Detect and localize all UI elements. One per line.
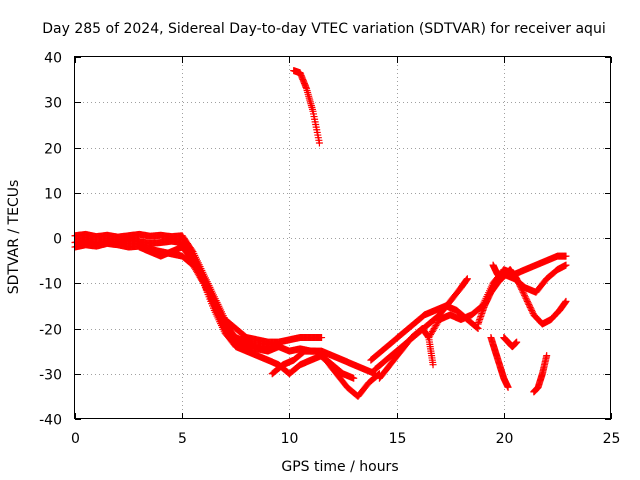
y-tick-label: -40	[39, 413, 62, 429]
data-point	[315, 139, 323, 147]
data-point	[350, 374, 358, 382]
data-point	[515, 279, 523, 287]
data-point	[518, 285, 526, 293]
data-point	[543, 352, 551, 360]
data-point	[518, 287, 526, 295]
data-point	[527, 305, 535, 313]
y-tick-label: -30	[39, 368, 62, 384]
data-point	[526, 302, 534, 310]
y-tick-label: 0	[53, 232, 62, 248]
series-track-f	[290, 67, 323, 147]
data-point	[562, 297, 570, 305]
data-point	[520, 290, 528, 298]
data-point	[525, 300, 533, 308]
x-axis-title: GPS time / hours	[281, 459, 398, 475]
data-point	[521, 291, 529, 299]
x-tick-label: 0	[71, 431, 80, 447]
series-track-l	[489, 261, 570, 328]
y-axis-title: SDTVAR / TECUs	[6, 180, 22, 295]
data-point	[514, 278, 522, 286]
data-point	[523, 297, 531, 305]
x-tick-label: 5	[178, 431, 187, 447]
data-point	[523, 296, 531, 304]
series-track-n	[500, 334, 521, 351]
data-point	[517, 284, 525, 292]
data-point	[524, 299, 532, 307]
plot-frame	[74, 56, 611, 419]
series-track-k	[474, 261, 570, 328]
data-point	[562, 252, 570, 260]
data-point	[275, 343, 283, 351]
x-tick-label: 15	[389, 431, 407, 447]
x-tick-label: 25	[603, 431, 621, 447]
data-point	[521, 293, 529, 301]
y-tick-label: -20	[39, 323, 62, 339]
data-point	[504, 383, 512, 391]
chart-title: Day 285 of 2024, Sidereal Day-to-day VTE…	[42, 21, 605, 37]
series-track-o	[530, 352, 551, 396]
series-track-i	[375, 325, 437, 382]
x-tick-label: 20	[496, 431, 514, 447]
data-point	[516, 281, 524, 289]
data-point	[318, 334, 326, 342]
series-track-a	[71, 230, 326, 346]
data-point	[562, 261, 570, 269]
data-point	[528, 306, 536, 314]
data-point	[516, 282, 524, 290]
y-tick-label: 20	[44, 142, 62, 158]
data-point	[513, 276, 521, 284]
x-tick-label: 10	[281, 431, 299, 447]
series-track-m	[487, 334, 512, 391]
data-point	[526, 303, 534, 311]
data-point	[429, 361, 437, 369]
x-tick-labels: 0 5 10 15 20 25	[71, 431, 620, 447]
data-points	[71, 67, 570, 400]
y-tick-label: -10	[39, 277, 62, 293]
data-point	[473, 324, 481, 332]
y-tick-labels: -40 -30 -20 -10 0 10 20 30 40	[39, 51, 62, 429]
data-point	[522, 294, 530, 302]
data-point	[519, 288, 527, 296]
data-point	[463, 275, 471, 283]
data-point	[528, 308, 536, 316]
y-tick-label: 40	[44, 51, 62, 67]
y-tick-label: 10	[44, 187, 62, 203]
data-point	[513, 338, 521, 346]
y-tick-label: 30	[44, 96, 62, 112]
data-point	[513, 275, 521, 283]
